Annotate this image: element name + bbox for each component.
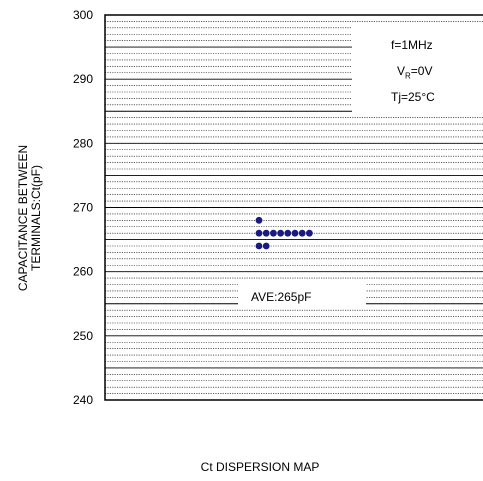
- data-point: [306, 229, 313, 237]
- data-point: [255, 229, 263, 237]
- y-tick-label: 250: [73, 329, 93, 343]
- data-point: [284, 229, 292, 237]
- voltage-prefix: V: [397, 64, 406, 78]
- y-tick-label: 280: [73, 136, 93, 150]
- y-axis-label-line-2: TERMINALS:Ct(pF): [29, 165, 43, 272]
- data-point: [291, 229, 299, 237]
- voltage-subscript: R: [405, 71, 411, 81]
- data-point: [277, 229, 284, 237]
- data-point: [255, 242, 263, 250]
- y-tick-labels: 240 250 260 270 280 290 300: [73, 8, 93, 407]
- y-tick-label: 270: [73, 201, 93, 215]
- data-points: [255, 216, 313, 250]
- data-point: [270, 229, 277, 237]
- data-point: [298, 229, 306, 237]
- y-tick-label: 260: [73, 265, 93, 279]
- data-point: [262, 242, 270, 250]
- voltage-annotation: VR=0V: [397, 64, 432, 80]
- y-tick-label: 300: [73, 8, 93, 22]
- y-axis-label: CAPACITANCE BETWEEN TERMINALS:Ct(pF): [2, 138, 58, 298]
- data-point: [262, 229, 270, 237]
- condition-box: [352, 25, 483, 117]
- frequency-annotation: f=1MHz: [391, 38, 433, 52]
- data-point: [255, 216, 263, 224]
- temperature-annotation: Tj=25°C: [391, 90, 435, 104]
- y-tick-label: 240: [73, 393, 93, 407]
- average-box: [238, 280, 366, 306]
- chart-title: Ct DISPERSION MAP: [200, 460, 320, 474]
- plot-frame: [104, 14, 483, 401]
- y-tick-label: 290: [73, 72, 93, 86]
- average-annotation: AVE:265pF: [251, 290, 312, 304]
- voltage-suffix: =0V: [410, 64, 433, 78]
